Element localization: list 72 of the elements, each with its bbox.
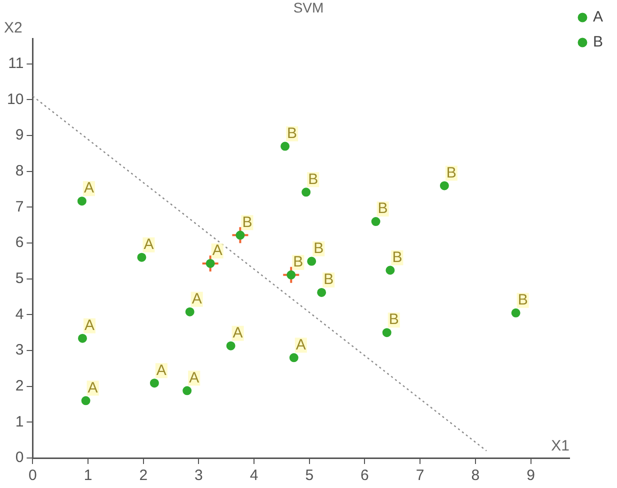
point — [231, 226, 250, 244]
point — [440, 181, 449, 190]
y-tick-label: 11 — [8, 55, 24, 72]
x-tick-label: 3 — [194, 467, 203, 484]
point — [371, 217, 380, 226]
text: B — [324, 271, 334, 288]
x-tick-label: 2 — [139, 467, 148, 484]
text: B — [388, 311, 399, 328]
point — [317, 288, 326, 297]
text: A — [144, 236, 154, 253]
x-tick-label: 9 — [526, 467, 535, 484]
point — [182, 386, 192, 396]
text: A — [189, 369, 200, 386]
chart-title: SVM — [293, 0, 324, 16]
point — [77, 196, 86, 206]
point — [78, 334, 87, 343]
text: B — [446, 164, 456, 182]
text: A — [84, 180, 94, 197]
point — [185, 307, 194, 316]
point — [282, 266, 300, 284]
x-tick-label: 1 — [84, 467, 92, 484]
point — [81, 396, 90, 406]
y-tick-label: 9 — [15, 126, 24, 144]
text: A — [212, 242, 222, 260]
point — [382, 328, 392, 338]
y-tick-label: 10 — [6, 90, 24, 108]
point — [150, 378, 159, 388]
point — [206, 258, 215, 268]
point — [137, 252, 146, 262]
x-tick-label: 0 — [28, 467, 37, 484]
x-tick-label: 6 — [360, 467, 369, 484]
legend-label: B — [592, 34, 604, 51]
x-tick-label: 4 — [250, 467, 258, 484]
legend-label: A — [592, 8, 604, 26]
text: A — [192, 290, 202, 308]
text: B — [287, 124, 298, 142]
text: A — [232, 324, 243, 342]
text: B — [392, 248, 402, 266]
text: B — [242, 214, 252, 231]
y-tick-label: 8 — [15, 162, 24, 180]
text: A — [88, 379, 98, 396]
point — [280, 142, 290, 151]
y-axis-title: X2 — [4, 19, 22, 36]
y-tick-label: 0 — [15, 449, 24, 466]
x-axis-title: X1 — [551, 438, 570, 455]
y-tick-label: 7 — [15, 198, 24, 216]
point — [289, 353, 298, 362]
text: A — [156, 362, 166, 379]
point — [286, 270, 296, 280]
point — [302, 188, 311, 197]
point — [511, 308, 520, 318]
x-tick-label: 8 — [471, 467, 480, 484]
y-tick-label: 6 — [15, 234, 24, 252]
y-tick-label: 5 — [15, 270, 24, 287]
x-tick-label: 5 — [305, 467, 314, 484]
text: B — [314, 240, 324, 257]
x-tick-label: 7 — [416, 467, 424, 484]
point — [386, 266, 395, 275]
point — [236, 230, 245, 240]
y-tick-label: 3 — [15, 342, 24, 359]
point — [201, 254, 220, 272]
point — [307, 256, 316, 266]
text: B — [378, 200, 388, 218]
text: B — [293, 254, 304, 271]
text: B — [308, 170, 318, 188]
text: A — [84, 316, 95, 334]
text: B — [518, 292, 528, 309]
y-tick-label: 2 — [15, 377, 24, 394]
point — [226, 341, 236, 350]
y-tick-label: 1 — [15, 413, 24, 430]
y-tick-label: 4 — [15, 306, 24, 323]
text: A — [296, 336, 306, 354]
